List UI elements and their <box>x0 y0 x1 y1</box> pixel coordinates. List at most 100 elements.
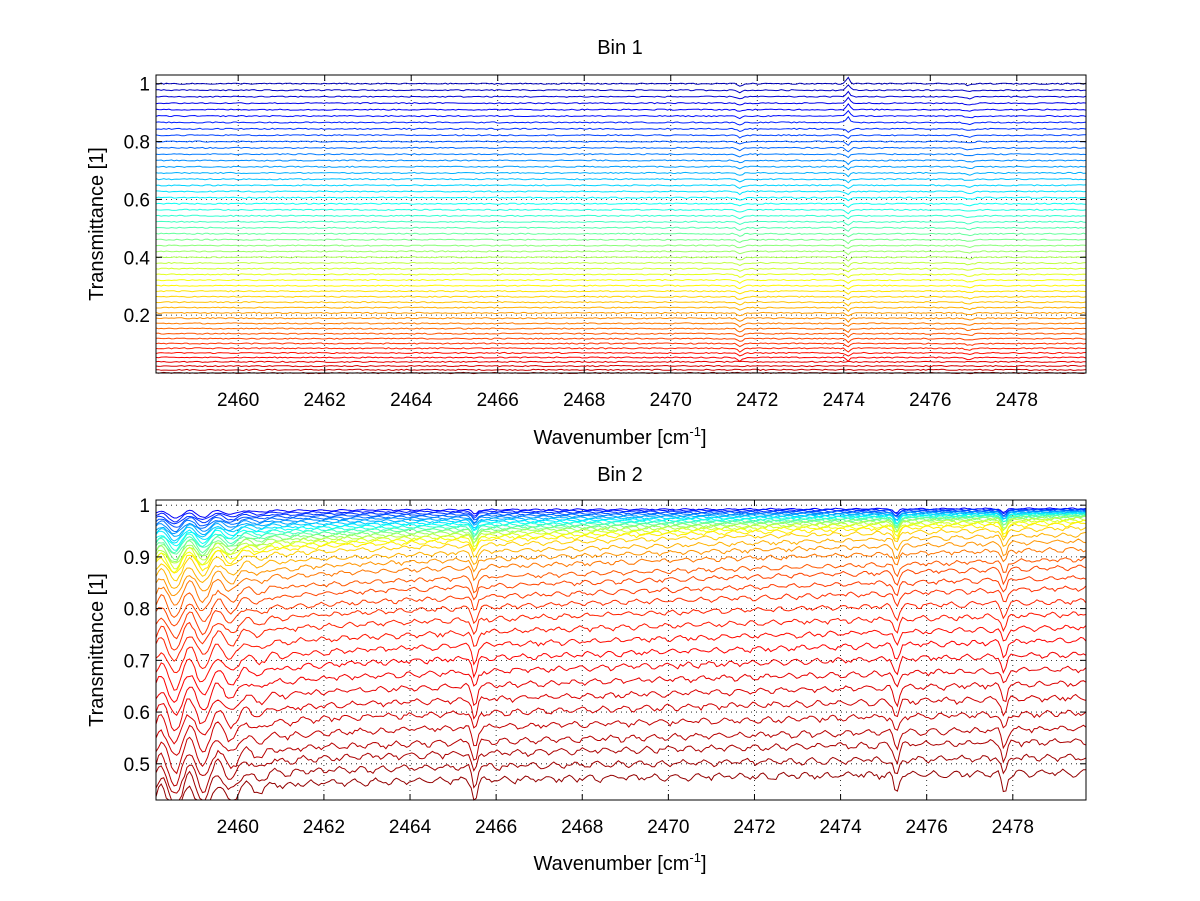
y-axis-label: Transmittance [1] <box>86 147 108 301</box>
series-line <box>155 232 1087 238</box>
series-line <box>155 250 1087 256</box>
series-line <box>155 513 1087 555</box>
series-line <box>155 109 1087 120</box>
x-tick-label: 2470 <box>647 817 689 838</box>
series-line <box>155 598 1087 662</box>
series-line <box>155 220 1087 226</box>
series-line <box>155 709 1087 775</box>
series-group <box>155 76 1087 375</box>
series-line <box>155 768 1087 801</box>
y-axis-label: Transmittance [1] <box>86 573 108 727</box>
series-line <box>155 525 1087 582</box>
series-line <box>155 261 1087 268</box>
series-line <box>155 327 1087 333</box>
x-axis-ticks: 2460 2462 2464 2466 2468 2470 2472 2474 2476 2478 <box>217 500 1034 838</box>
x-tick-label: 2472 <box>733 817 775 838</box>
series-line <box>155 351 1087 357</box>
x-tick-label: 2460 <box>217 817 259 838</box>
x-axis-label: Wavenumber [cm-1] <box>533 850 706 875</box>
x-tick-label: 2476 <box>909 390 951 411</box>
series-line <box>155 184 1087 190</box>
x-tick-label: 2464 <box>389 817 432 838</box>
y-tick-label: 0.8 <box>124 600 150 621</box>
y-tick-label: 0.5 <box>124 755 150 776</box>
series-line <box>155 693 1087 756</box>
series-line <box>155 636 1087 703</box>
x-tick-label: 2478 <box>996 390 1038 411</box>
series-line <box>155 322 1087 328</box>
series-line <box>155 278 1087 285</box>
x-axis-label: Wavenumber [cm-1] <box>533 424 706 449</box>
series-line <box>155 196 1087 202</box>
series-line <box>155 165 1086 171</box>
series-line <box>155 753 1087 801</box>
series-line <box>155 651 1087 716</box>
series-line <box>155 665 1087 732</box>
series-line <box>155 127 1087 134</box>
x-tick-label: 2470 <box>650 390 692 411</box>
x-tick-label: 2476 <box>906 817 948 838</box>
series-line <box>156 306 1087 313</box>
series-line <box>155 202 1087 209</box>
series-line <box>155 575 1087 640</box>
x-tick-label: 2462 <box>303 817 345 838</box>
series-line <box>155 564 1087 627</box>
series-line <box>155 301 1087 307</box>
y-tick-label: 0.9 <box>124 548 150 569</box>
series-line <box>155 624 1087 691</box>
series-line <box>155 226 1087 232</box>
series-line <box>155 153 1087 159</box>
series-line <box>155 546 1087 606</box>
series-line <box>155 509 1087 533</box>
x-tick-label: 2472 <box>736 390 778 411</box>
chart-title: Bin 1 <box>597 37 643 59</box>
series-line <box>155 295 1087 301</box>
plot-frame <box>155 74 1087 374</box>
x-tick-label: 2468 <box>561 817 603 838</box>
series-line <box>155 360 1086 364</box>
y-axis-ticks: 0.5 0.6 0.7 0.8 0.9 1 <box>124 496 1086 776</box>
x-tick-label: 2466 <box>475 817 517 838</box>
series-line <box>155 509 1087 535</box>
x-axis-ticks: 2460 2462 2464 2466 2468 2470 2472 2474 2476 2478 <box>217 75 1038 411</box>
series-line <box>155 244 1087 249</box>
series-line <box>155 290 1087 295</box>
series-line <box>155 90 1087 100</box>
series-line <box>155 311 1087 317</box>
series-line <box>155 585 1087 651</box>
series-line <box>155 102 1087 112</box>
y-tick-label: 0.8 <box>124 133 150 154</box>
chart-title: Bin 2 <box>597 464 643 486</box>
x-tick-label: 2464 <box>390 390 433 411</box>
series-line <box>155 337 1087 344</box>
y-axis-ticks: 0.2 0.4 0.6 0.8 1 <box>124 75 1086 327</box>
series-line <box>155 680 1087 745</box>
series-line <box>155 513 1087 554</box>
series-line <box>156 76 1087 87</box>
series-line <box>155 256 1086 262</box>
x-tick-label: 2460 <box>217 390 259 411</box>
x-tick-label: 2474 <box>823 390 866 411</box>
series-line <box>155 238 1087 245</box>
series-line <box>155 190 1087 196</box>
y-tick-label: 0.6 <box>124 190 150 211</box>
series-line <box>155 512 1087 551</box>
series-line <box>155 724 1087 787</box>
x-tick-label: 2468 <box>563 390 605 411</box>
series-line <box>155 512 1087 547</box>
series-line <box>155 159 1087 166</box>
series-line <box>155 737 1087 794</box>
x-tick-label: 2478 <box>992 817 1034 838</box>
series-line <box>155 178 1087 184</box>
series-line <box>155 146 1087 153</box>
series-line <box>155 171 1087 178</box>
series-line <box>155 267 1087 273</box>
series-line <box>155 368 1087 371</box>
series-line <box>155 84 1087 94</box>
series-line <box>155 531 1087 589</box>
series-line <box>155 134 1087 140</box>
y-tick-label: 0.7 <box>124 651 150 672</box>
x-tick-label: 2462 <box>304 390 346 411</box>
y-tick-label: 0.6 <box>124 703 150 724</box>
series-line <box>155 317 1087 323</box>
